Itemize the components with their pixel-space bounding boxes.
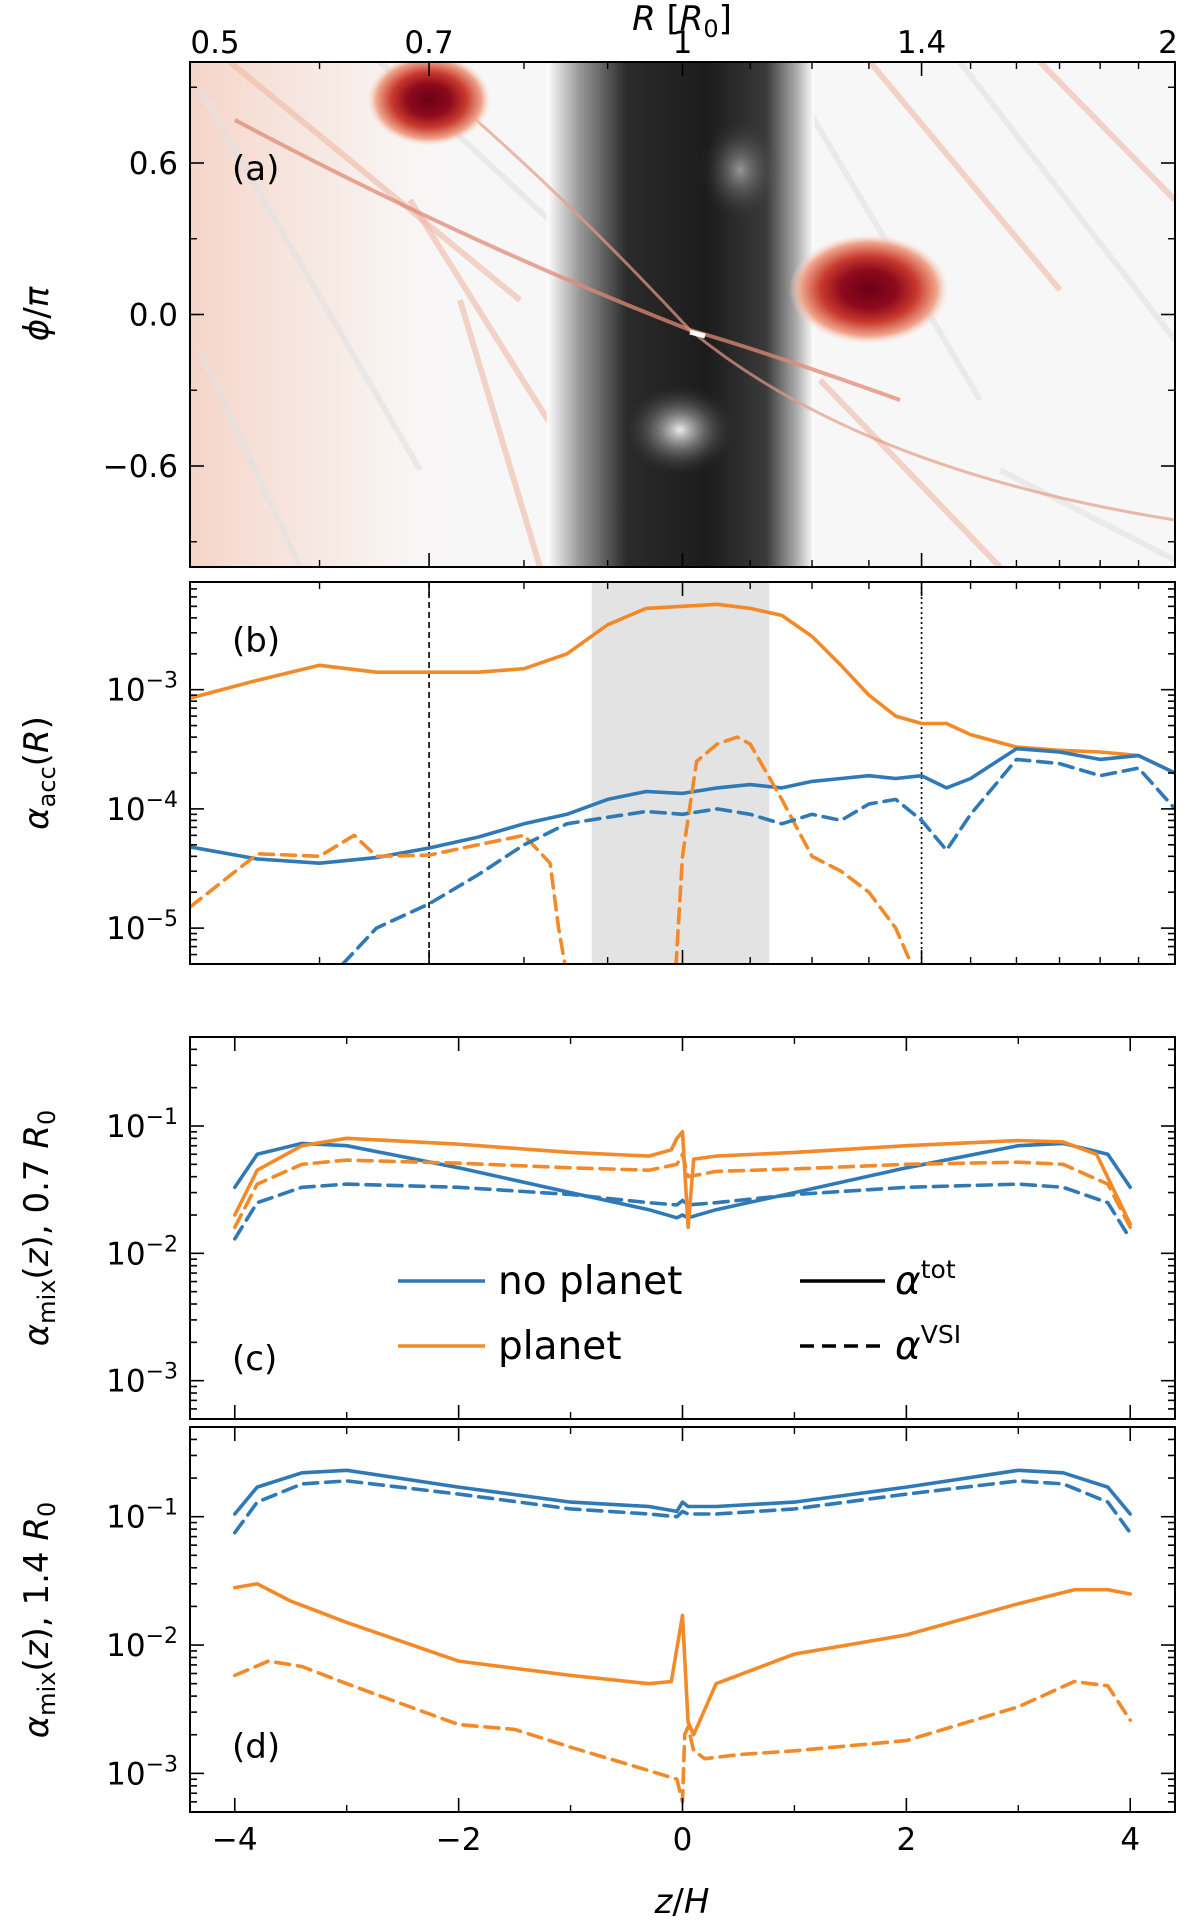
panel-b-plot bbox=[190, 582, 1175, 964]
series-line bbox=[190, 746, 1175, 865]
x-tick-label-bottom: −2 bbox=[436, 1822, 482, 1858]
series-line bbox=[233, 1468, 1132, 1516]
y-tick-label: 10−1 bbox=[106, 1496, 178, 1536]
top-x-axis-label: R [R0] bbox=[632, 0, 732, 43]
gap-light-blob bbox=[700, 120, 780, 220]
series-line bbox=[233, 1659, 1132, 1804]
spiral-arm bbox=[234, 118, 901, 402]
y-tick-label: 10−4 bbox=[106, 788, 178, 828]
series-line bbox=[233, 1479, 1132, 1535]
gap-band bbox=[546, 62, 815, 567]
x-tick-label-top: 0.5 bbox=[190, 25, 239, 61]
series-line bbox=[233, 1141, 1132, 1220]
panel-b-y-label: αacc(R) bbox=[17, 716, 61, 830]
vortex bbox=[367, 62, 492, 146]
gap-light-blob bbox=[625, 385, 735, 475]
y-tick-label: 10−2 bbox=[106, 1624, 178, 1664]
spiral-streak bbox=[228, 62, 522, 303]
y-tick-label: 10−3 bbox=[106, 1360, 178, 1400]
y-tick-label: −0.6 bbox=[103, 449, 178, 485]
series-line bbox=[190, 602, 1175, 775]
spiral-streak bbox=[1037, 62, 1175, 203]
y-tick-label: 0.6 bbox=[129, 146, 178, 182]
spiral-streak bbox=[957, 62, 1175, 342]
spiral-streak bbox=[817, 377, 1003, 567]
heatmap-area bbox=[190, 62, 1175, 567]
y-tick-label: 10−3 bbox=[106, 1752, 178, 1792]
panel-b-label: (b) bbox=[232, 621, 280, 661]
x-tick-label-top: 2 bbox=[1158, 25, 1178, 61]
planet-location bbox=[689, 329, 706, 339]
spiral-streak bbox=[197, 88, 423, 472]
spiral-streak bbox=[998, 467, 1175, 563]
x-tick-label-bottom: 4 bbox=[1120, 1822, 1140, 1858]
y-tick-label: 10−2 bbox=[106, 1232, 178, 1272]
legend-label-vsi: αVSI bbox=[895, 1320, 961, 1369]
y-tick-label: 0.0 bbox=[129, 298, 178, 334]
panel-d-y-label: αmix(z), 1.4 R0 bbox=[17, 1502, 61, 1738]
panel-a-label: (a) bbox=[232, 149, 279, 189]
x-tick-label-bottom: −4 bbox=[212, 1822, 258, 1858]
panel-d-plot bbox=[233, 1468, 1132, 1804]
panel-a-y-label: ϕ/π bbox=[17, 286, 57, 341]
series-line bbox=[190, 735, 914, 964]
panel-c-label: (c) bbox=[232, 1339, 277, 1379]
series-line bbox=[341, 757, 1175, 964]
legend-label-planet: planet bbox=[498, 1324, 622, 1369]
y-tick-label: 10−5 bbox=[106, 907, 178, 947]
series-line bbox=[233, 1582, 1132, 1737]
vortex bbox=[788, 234, 949, 345]
spiral-streak bbox=[457, 299, 543, 567]
panel-d-label: (d) bbox=[232, 1727, 280, 1767]
x-tick-label-bottom: 0 bbox=[673, 1822, 693, 1858]
y-tick-label: 10−3 bbox=[106, 669, 178, 709]
spiral-streak bbox=[197, 348, 303, 567]
y-tick-label: 10−1 bbox=[106, 1105, 178, 1145]
x-tick-label-top: 1 bbox=[673, 25, 693, 61]
panel-c-plot bbox=[233, 1130, 1132, 1241]
series-line bbox=[233, 1130, 1132, 1230]
bottom-x-axis-label: z/H bbox=[654, 1882, 710, 1922]
legend-label-no-planet: no planet bbox=[498, 1259, 682, 1304]
series-line bbox=[233, 1182, 1132, 1241]
series-line bbox=[233, 1152, 1132, 1230]
panel-c-y-label: αmix(z), 0.7 R0 bbox=[17, 1110, 61, 1346]
spiral-streak bbox=[867, 62, 1063, 292]
x-tick-label-top: 1.4 bbox=[897, 25, 946, 61]
x-tick-label-top: 0.7 bbox=[404, 25, 453, 61]
spiral-arm bbox=[429, 78, 1175, 522]
x-tick-label-bottom: 2 bbox=[896, 1822, 916, 1858]
legend-label-tot: αtot bbox=[895, 1255, 956, 1304]
panel-c-frame bbox=[189, 1036, 1176, 1420]
shaded-gap-region bbox=[591, 582, 770, 964]
